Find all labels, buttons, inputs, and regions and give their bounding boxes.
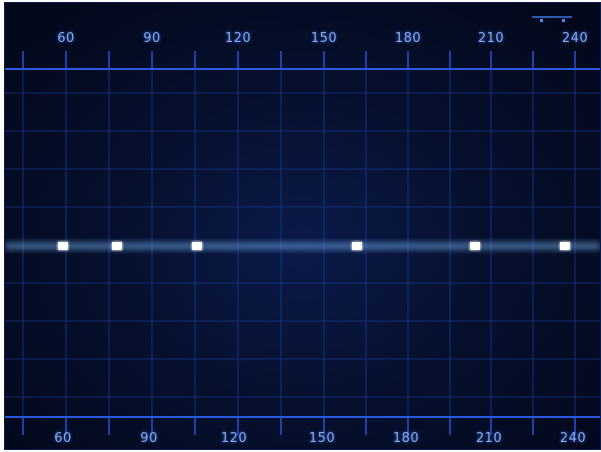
waveform-display: 60 90 120 150 180 210 240 60 90 120 150 … bbox=[4, 2, 601, 450]
bottom-tick-label: 90 bbox=[140, 431, 158, 446]
waveform-highlight bbox=[112, 242, 122, 250]
bottom-time-scale: 60 90 120 150 180 210 240 bbox=[5, 431, 600, 449]
bottom-tick-label: 240 bbox=[559, 431, 587, 446]
top-tick-label: 150 bbox=[310, 31, 338, 46]
top-tick-label: 180 bbox=[394, 31, 422, 46]
audio-waveform bbox=[5, 110, 600, 395]
waveform-highlight bbox=[560, 242, 570, 250]
status-indicator-icon bbox=[532, 16, 572, 22]
top-tick-label: 120 bbox=[224, 31, 252, 46]
bottom-tick-label: 150 bbox=[308, 431, 336, 446]
top-time-scale: 60 90 120 150 180 210 240 bbox=[5, 31, 600, 53]
bottom-tick-label: 210 bbox=[475, 431, 503, 446]
top-tick-label: 60 bbox=[57, 31, 75, 46]
top-tick-label: 210 bbox=[477, 31, 505, 46]
bottom-tick-label: 60 bbox=[54, 431, 72, 446]
top-tick-label: 90 bbox=[143, 31, 161, 46]
bottom-tick-label: 120 bbox=[220, 431, 248, 446]
waveform-highlight bbox=[58, 242, 68, 250]
waveform-canvas bbox=[5, 51, 600, 435]
bottom-tick-label: 180 bbox=[392, 431, 420, 446]
waveform-highlight bbox=[352, 242, 362, 250]
waveform-highlight bbox=[470, 242, 480, 250]
waveform-highlight bbox=[192, 242, 202, 250]
top-tick-label: 240 bbox=[561, 31, 589, 46]
